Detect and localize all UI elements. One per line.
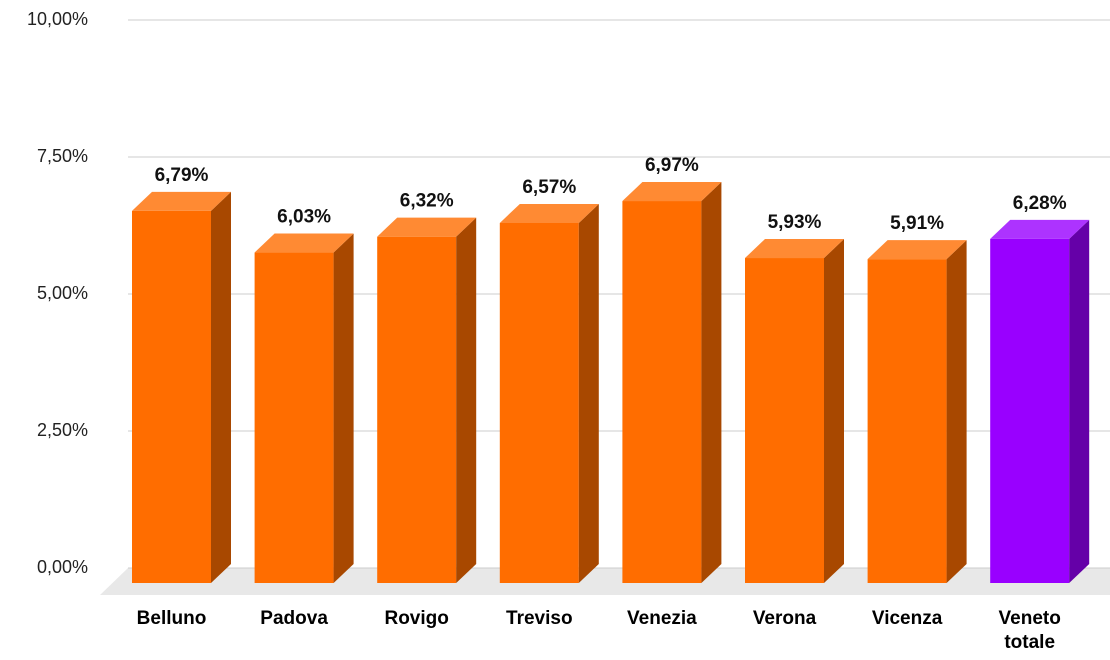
y-tick-label: 5,00% xyxy=(37,283,88,303)
value-label: 6,97% xyxy=(645,155,699,176)
x-tick-label: Vicenza xyxy=(871,608,943,629)
bar-front xyxy=(499,222,579,584)
bar-front xyxy=(254,252,334,583)
x-tick-label: Verona xyxy=(752,608,817,629)
bar-side xyxy=(701,182,722,583)
value-label: 6,28% xyxy=(1013,193,1067,214)
bar-top xyxy=(622,182,722,202)
bar-front xyxy=(377,236,457,583)
y-tick-label: 7,50% xyxy=(37,146,88,166)
x-tick-label: Venezia xyxy=(627,608,697,629)
bar-front xyxy=(745,258,824,583)
bar-top xyxy=(867,240,967,260)
x-tick-label: Treviso xyxy=(506,608,573,629)
bar-front xyxy=(132,210,211,583)
bar-side xyxy=(578,203,599,584)
bar-side xyxy=(824,239,844,583)
bar-top xyxy=(132,191,231,211)
bar-front xyxy=(622,201,702,583)
bar-top xyxy=(745,239,844,259)
value-label: 5,93% xyxy=(768,212,822,233)
bar-top xyxy=(990,219,1090,239)
x-tick-label: Belluno xyxy=(136,608,207,629)
value-label: 6,57% xyxy=(522,177,576,198)
x-tick-label: Padova xyxy=(260,608,328,629)
bar-side xyxy=(456,217,477,583)
value-label: 6,79% xyxy=(155,165,209,186)
bar-front xyxy=(990,238,1070,583)
floor xyxy=(100,568,1110,595)
value-label: 5,91% xyxy=(890,213,944,234)
bar-top xyxy=(377,217,477,237)
y-tick-label: 0,00% xyxy=(37,557,88,577)
bar-top xyxy=(499,203,599,223)
value-label: 6,32% xyxy=(400,191,454,212)
bar-side xyxy=(946,240,967,583)
x-tick-label: Rovigo xyxy=(384,608,449,629)
bar-front xyxy=(867,259,947,583)
bar-side xyxy=(211,191,231,583)
bar-side xyxy=(1069,219,1090,583)
bar-side xyxy=(333,233,354,583)
value-label: 6,03% xyxy=(277,207,331,228)
y-tick-label: 2,50% xyxy=(37,420,88,440)
bar-top xyxy=(254,233,354,253)
y-tick-label: 10,00% xyxy=(27,9,88,29)
x-tick-label: Veneto totale xyxy=(998,608,1061,653)
